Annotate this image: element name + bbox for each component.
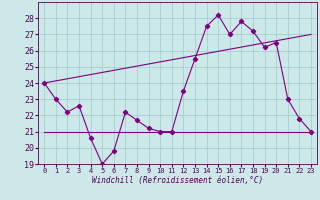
X-axis label: Windchill (Refroidissement éolien,°C): Windchill (Refroidissement éolien,°C) [92,176,263,185]
